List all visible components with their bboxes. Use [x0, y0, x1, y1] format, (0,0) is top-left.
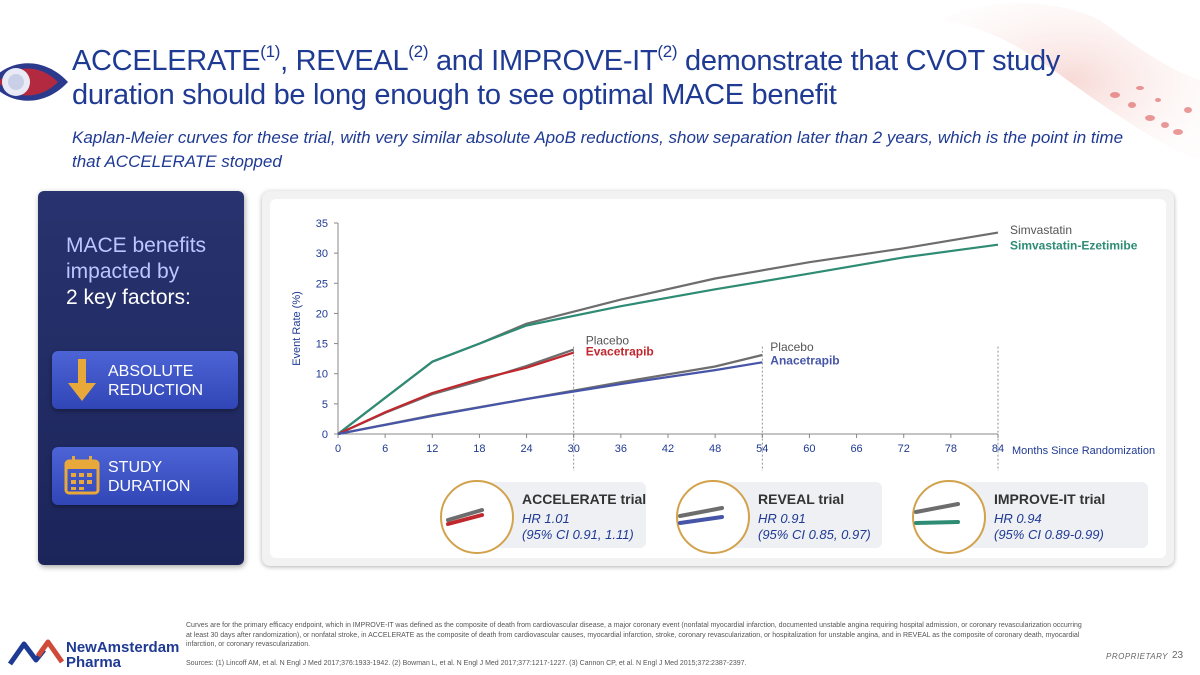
- x-axis-title: Months Since Randomization: [1012, 445, 1155, 457]
- trial-ci-value: (95% CI 0.91, 1.11): [522, 527, 634, 542]
- y-tick-label: 30: [316, 248, 328, 260]
- x-tick-label: 72: [898, 443, 910, 455]
- trial-icon-reveal: [676, 480, 750, 554]
- trial-ci-value: (95% CI 0.85, 0.97): [758, 527, 871, 542]
- trial-line-top: [446, 508, 484, 522]
- down-arrow-icon: [68, 359, 96, 401]
- label-reveal-placebo: Placebo: [770, 340, 814, 354]
- trial-hr-value: HR 0.91: [758, 511, 806, 526]
- trial-lines-icon: [446, 508, 484, 526]
- trial-hr-reveal: HR 0.91 (95% CI 0.85, 0.97): [758, 511, 871, 543]
- trial-hr-improve-it: HR 0.94 (95% CI 0.89-0.99): [994, 511, 1104, 543]
- x-tick-label: 84: [992, 443, 1004, 455]
- label-anacetrapib: Anacetrapib: [770, 353, 839, 367]
- factor-study-duration: STUDY DURATION: [52, 447, 238, 505]
- x-tick-label: 0: [335, 443, 341, 455]
- x-tick-label: 66: [850, 443, 862, 455]
- mace-factors-panel: MACE benefits impacted by 2 key factors:…: [38, 191, 244, 565]
- trial-name-accelerate: ACCELERATE trial: [522, 491, 647, 507]
- x-tick-label: 42: [662, 443, 674, 455]
- y-axis-title: Event Rate (%): [291, 291, 303, 366]
- y-tick-label: 10: [316, 369, 328, 381]
- panel-heading-line2: impacted by: [66, 260, 180, 283]
- factor-absolute-reduction-label: ABSOLUTE REDUCTION: [108, 363, 204, 399]
- label-accelerate-placebo: Placebo: [586, 334, 630, 348]
- label-simvastatin-ezetimibe: Simvastatin-Ezetimibe: [1010, 239, 1138, 253]
- x-tick-label: 12: [426, 443, 438, 455]
- trial-icon-improve-it: [912, 480, 986, 554]
- trial-line-bottom: [914, 520, 960, 525]
- panel-heading: MACE benefits impacted by 2 key factors:: [66, 233, 206, 311]
- trial-line-top: [914, 502, 960, 514]
- brand-name-line1: NewAmsterdam: [66, 639, 180, 656]
- factor-absolute-reduction: ABSOLUTE REDUCTION: [52, 351, 238, 409]
- panel-heading-line1: MACE benefits: [66, 234, 207, 257]
- y-tick-label: 15: [316, 339, 328, 351]
- trial-line-bottom: [446, 513, 484, 526]
- trial-ci-value: (95% CI 0.89-0.99): [994, 527, 1104, 542]
- page-title: ACCELERATE(1), REVEAL(2) and IMPROVE-IT(…: [72, 42, 1060, 111]
- label-simvastatin: Simvastatin: [1010, 223, 1072, 237]
- series-line-improve-it-simvastatin: [337, 231, 999, 435]
- y-tick-label: 25: [316, 278, 328, 290]
- x-tick-label: 6: [382, 443, 388, 455]
- trial-lines-icon: [678, 506, 724, 525]
- trial-icon-accelerate: [440, 480, 514, 554]
- artery-illustration: [940, 3, 1200, 160]
- y-tick-label: 20: [316, 308, 328, 320]
- series-line-reveal-anacetrapib: [337, 361, 763, 436]
- x-tick-label: 18: [473, 443, 485, 455]
- y-tick-label: 0: [322, 429, 328, 441]
- x-tick-label: 48: [709, 443, 721, 455]
- x-tick-label: 30: [568, 443, 580, 455]
- calendar-icon: [64, 456, 100, 495]
- y-tick-label: 5: [322, 399, 328, 411]
- sources: Sources: (1) Lincoff AM, et al. N Engl J…: [186, 660, 747, 667]
- footnote: Curves are for the primary efficacy endp…: [186, 622, 1082, 648]
- eye-logo-icon: [0, 63, 68, 101]
- trial-name-reveal: REVEAL trial: [758, 491, 845, 507]
- panel-heading-line3: 2 key factors:: [66, 286, 191, 309]
- trial-name-improve-it: IMPROVE-IT trial: [994, 491, 1106, 507]
- trial-line-bottom: [678, 515, 724, 525]
- x-tick-label: 54: [756, 443, 768, 455]
- label-evacetrapib: Evacetrapib: [586, 344, 654, 358]
- series-line-accelerate-evacetrapib: [337, 351, 575, 435]
- x-tick-label: 36: [615, 443, 627, 455]
- brand-name-line2: Pharma: [66, 654, 122, 671]
- factor-study-duration-label: STUDY DURATION: [108, 459, 191, 495]
- trial-hr-value: HR 1.01: [522, 511, 570, 526]
- x-tick-label: 60: [803, 443, 815, 455]
- series-line-improve-it-simvastatin-ezetimibe: [337, 243, 999, 435]
- proprietary-label: PROPRIETARY: [1106, 652, 1168, 661]
- series-line-accelerate-placebo: [337, 348, 575, 436]
- trial-hr-accelerate: HR 1.01 (95% CI 0.91, 1.11): [522, 511, 634, 543]
- page-number: 23: [1172, 650, 1184, 661]
- trial-line-top: [678, 506, 724, 518]
- x-tick-label: 78: [945, 443, 957, 455]
- trial-hr-value: HR 0.94: [994, 511, 1042, 526]
- x-tick-label: 24: [520, 443, 532, 455]
- y-tick-label: 35: [316, 218, 328, 230]
- page-subtitle: Kaplan-Meier curves for these trial, wit…: [72, 128, 1124, 171]
- newamsterdam-logo-icon: [8, 639, 64, 666]
- kaplan-meier-chart: 0 6 12 18 24 30 36 42 48 54 60 66 72 78 84 0 5 10 15 20 25 30…: [291, 218, 1155, 471]
- trial-lines-icon: [914, 502, 960, 525]
